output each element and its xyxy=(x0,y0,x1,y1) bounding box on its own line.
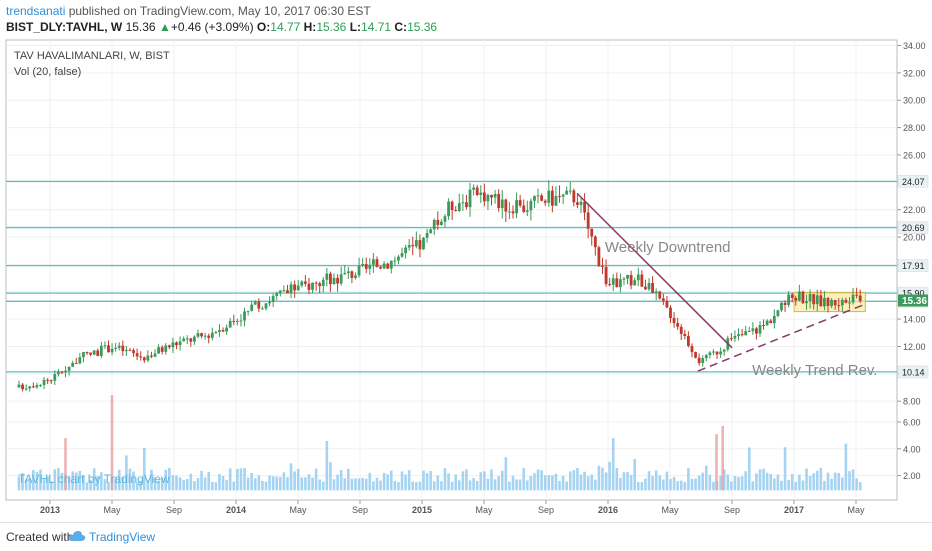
level-label: 20.69 xyxy=(902,223,925,233)
downtrend-line[interactable] xyxy=(576,192,733,349)
x-tick-label: Sep xyxy=(352,505,368,515)
y-tick-label: 32.00 xyxy=(903,68,926,78)
x-tick-label: 2016 xyxy=(598,505,618,515)
x-tick-label: May xyxy=(847,505,865,515)
y-tick-label: 6.00 xyxy=(903,418,921,428)
chart-header: trendsanati published on TradingView.com… xyxy=(0,0,932,38)
trend-reversal-annotation[interactable]: Weekly Trend Rev. xyxy=(752,362,877,379)
open-value: 14.77 xyxy=(270,20,301,34)
watermark: TAVHL chart by TradingView xyxy=(18,472,170,486)
y-tick-label: 8.00 xyxy=(903,397,921,407)
high-value: 15.36 xyxy=(316,20,347,34)
author-link[interactable]: trendsanati xyxy=(6,4,66,18)
consolidation-box[interactable] xyxy=(793,291,866,313)
y-tick-label: 2.00 xyxy=(903,471,921,481)
low-label: L: xyxy=(349,20,362,34)
ohlc-legend: BIST_DLY:TAVHL, W 15.36 ▲+0.46 (+3.09%) … xyxy=(6,20,437,34)
x-tick-label: 2014 xyxy=(226,505,246,515)
horizontal-levels[interactable] xyxy=(6,180,897,373)
change-arrow-icon: ▲ xyxy=(158,20,171,34)
x-tick-label: Sep xyxy=(724,505,740,515)
y-tick-label: 12.00 xyxy=(903,342,926,352)
low-value: 14.71 xyxy=(361,20,392,34)
volume-bars xyxy=(17,395,862,491)
y-tick-label: 14.00 xyxy=(903,315,926,325)
last-price: 15.36 xyxy=(125,20,156,34)
y-tick-label: 26.00 xyxy=(903,150,926,160)
created-with-label: Created with xyxy=(6,530,74,544)
x-tick-label: 2017 xyxy=(784,505,804,515)
y-tick-label: 20.00 xyxy=(903,233,926,243)
time-axis[interactable]: 2013 May Sep 2014 May Sep 2015 May Sep 2016 May Sep… xyxy=(40,500,865,515)
volume-indicator-label[interactable]: Vol (20, false) xyxy=(14,66,81,78)
tradingview-cloud-icon[interactable] xyxy=(68,529,86,543)
close-label: C: xyxy=(394,20,408,34)
level-label: 10.14 xyxy=(902,367,925,377)
x-tick-label: Sep xyxy=(166,505,182,515)
last-price-label: 15.36 xyxy=(902,296,927,307)
downtrend-annotation[interactable]: Weekly Downtrend xyxy=(605,239,731,256)
x-tick-label: May xyxy=(289,505,307,515)
close-value: 15.36 xyxy=(407,20,438,34)
candlesticks xyxy=(17,180,862,392)
x-tick-label: May xyxy=(475,505,493,515)
price-change: +0.46 (+3.09%) xyxy=(170,20,254,34)
publish-info: trendsanati published on TradingView.com… xyxy=(6,4,371,18)
symbol-label: BIST_DLY:TAVHL, W xyxy=(6,20,123,34)
chart-title: TAV HAVALIMANLARI, W, BIST xyxy=(14,50,170,62)
y-tick-label: 34.00 xyxy=(903,41,926,51)
price-chart[interactable]: TAV HAVALIMANLARI, W, BIST Vol (20, fals… xyxy=(0,38,932,522)
open-label: O: xyxy=(256,20,271,34)
trend-reversal-line[interactable] xyxy=(697,303,866,372)
y-tick-label: 30.00 xyxy=(903,96,926,106)
x-tick-label: May xyxy=(103,505,121,515)
last-price-marker: 15.36 xyxy=(898,294,928,307)
high-label: H: xyxy=(303,20,317,34)
x-tick-label: 2013 xyxy=(40,505,60,515)
chart-frame xyxy=(5,39,898,501)
tradingview-brand-link[interactable]: TradingView xyxy=(89,530,156,544)
x-tick-label: 2015 xyxy=(412,505,432,515)
level-label: 17.91 xyxy=(902,261,925,271)
grid-lines xyxy=(6,40,897,500)
x-tick-label: Sep xyxy=(538,505,554,515)
footer-bar: Created with TradingView xyxy=(0,522,932,551)
y-tick-label: 22.00 xyxy=(903,205,926,215)
publish-text: published on TradingView.com, May 10, 20… xyxy=(65,4,371,18)
level-label: 24.07 xyxy=(902,177,925,187)
y-tick-label: 4.00 xyxy=(903,444,921,454)
level-label: 15.90 xyxy=(902,289,925,299)
y-tick-label: 28.00 xyxy=(903,123,926,133)
x-tick-label: May xyxy=(661,505,679,515)
